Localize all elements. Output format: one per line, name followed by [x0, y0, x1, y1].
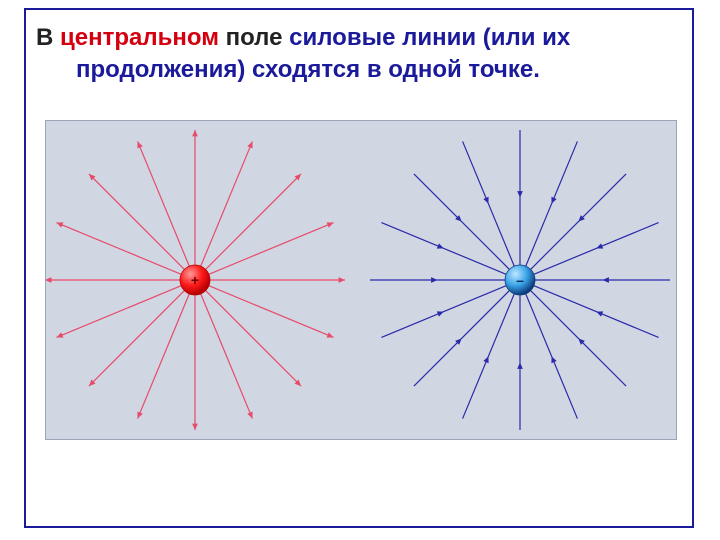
field-arrowhead	[45, 277, 51, 283]
charge-label: –	[516, 272, 524, 288]
field-line	[89, 291, 184, 386]
field-arrowhead	[192, 130, 198, 136]
field-line	[138, 294, 190, 419]
field-arrowhead	[517, 191, 523, 197]
field-arrowhead	[603, 277, 609, 283]
field-line	[138, 141, 190, 266]
field-arrowhead	[517, 363, 523, 369]
field-arrowhead	[339, 277, 345, 283]
field-line	[201, 141, 253, 266]
field-line	[209, 223, 334, 275]
field-arrowhead	[431, 277, 437, 283]
field-line	[56, 223, 181, 275]
field-line	[56, 286, 181, 338]
field-line	[201, 294, 253, 419]
field-line	[209, 286, 334, 338]
charge-label: +	[191, 272, 199, 288]
field-line	[206, 174, 301, 269]
field-lines-diagram: +–	[0, 0, 720, 540]
field-line	[206, 291, 301, 386]
field-line	[381, 286, 506, 338]
field-arrowhead	[192, 424, 198, 430]
field-line	[89, 174, 184, 269]
